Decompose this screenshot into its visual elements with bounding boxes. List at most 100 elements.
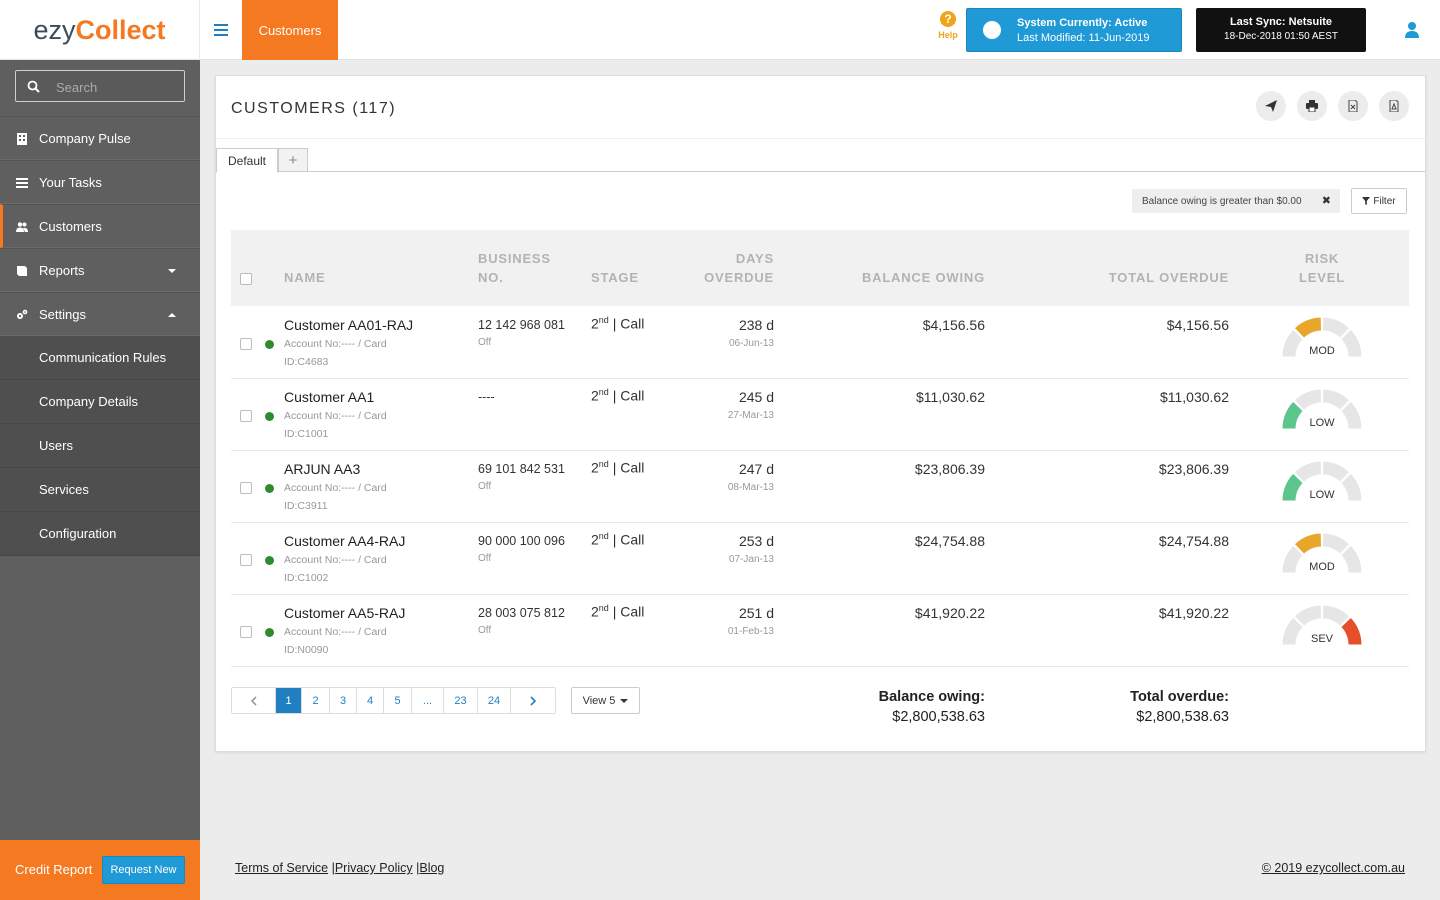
table-row[interactable]: Customer AA4-RAJ Account No:---- / Card … [231, 523, 1409, 595]
page-button-23[interactable]: 23 [444, 688, 478, 713]
tab-customers[interactable]: Customers [242, 0, 338, 60]
business-no-sub: Off [478, 481, 492, 492]
column-header-risk-level[interactable]: RISK LEVEL [1289, 249, 1355, 287]
sidebar-item-company-details[interactable]: Company Details [0, 380, 200, 424]
sidebar-item-label: Your Tasks [39, 174, 102, 190]
column-header-stage[interactable]: STAGE [591, 270, 639, 285]
sidebar-item-configuration[interactable]: Configuration [0, 512, 200, 556]
help-button[interactable]: ? Help [934, 11, 962, 40]
sidebar-item-settings[interactable]: Settings [0, 292, 200, 336]
print-button[interactable] [1297, 91, 1327, 121]
request-new-button[interactable]: Request New [102, 856, 185, 884]
sidebar-item-customers[interactable]: Customers [0, 204, 200, 248]
row-checkbox[interactable] [240, 338, 252, 350]
sidebar-item-your-tasks[interactable]: Your Tasks [0, 160, 200, 204]
privacy-link[interactable]: Privacy Policy [334, 861, 413, 875]
days-overdue: 253 d [738, 533, 774, 549]
days-overdue: 247 d [738, 461, 774, 477]
sidebar-item-users[interactable]: Users [0, 424, 200, 468]
user-icon[interactable] [1402, 21, 1422, 39]
column-header-business-no[interactable]: BUSINESS NO. [478, 249, 551, 287]
customer-name[interactable]: Customer AA4-RAJ [284, 533, 406, 549]
close-icon[interactable]: ✖ [1321, 195, 1331, 207]
logo[interactable]: ezy Collect [0, 0, 200, 60]
table-row[interactable]: Customer AA01-RAJ Account No:---- / Card… [231, 307, 1409, 379]
add-tab-button[interactable]: + [278, 148, 308, 172]
pagination: 1 2 3 4 5 ... 23 24 [231, 687, 556, 714]
table-row[interactable]: Customer AA1 Account No:---- / Card ID:C… [231, 379, 1409, 451]
select-all-checkbox[interactable] [240, 273, 252, 285]
page-ellipsis[interactable]: ... [412, 688, 444, 713]
column-header-days-line1: DAYS [735, 251, 774, 266]
system-status-button[interactable]: System Currently: Active Last Modified: … [966, 8, 1182, 52]
page-button-24[interactable]: 24 [478, 688, 511, 713]
sidebar-item-label: Settings [39, 306, 86, 322]
next-page-button[interactable] [511, 688, 555, 713]
page-button-1[interactable]: 1 [276, 688, 302, 713]
stage: 2nd | Call [591, 315, 644, 332]
customers-panel: CUSTOMERS (117) Default + Balance owing … [215, 75, 1426, 752]
blog-link[interactable]: Blog [419, 861, 445, 875]
filter-button[interactable]: Filter [1351, 188, 1407, 214]
row-checkbox[interactable] [240, 410, 252, 422]
tab-default[interactable]: Default [216, 148, 278, 173]
customer-id: ID:C4683 [284, 356, 329, 368]
column-header-risk-line1: RISK [1304, 251, 1340, 266]
page-button-3[interactable]: 3 [330, 688, 357, 713]
gauge-segment [1293, 532, 1322, 555]
excel-export-button[interactable] [1338, 91, 1368, 121]
menu-icon[interactable] [200, 0, 242, 60]
stage-num: 2 [591, 315, 599, 332]
sidebar-item-services[interactable]: Services [0, 468, 200, 512]
logo-text-ezy: ezy [33, 14, 76, 45]
send-icon [1265, 100, 1277, 112]
risk-label: LOW [1309, 489, 1335, 501]
page-button-4[interactable]: 4 [357, 688, 384, 713]
prev-page-button[interactable] [232, 688, 276, 713]
balance-owing: $41,920.22 [914, 605, 985, 621]
chevron-up-icon [168, 313, 176, 317]
last-modified-text: Last Modified: 11-Jun-2019 [1017, 32, 1150, 44]
view-count-select[interactable]: View 5 [571, 687, 640, 714]
stage-suffix: nd [598, 315, 609, 325]
business-no: 28 003 075 812 [478, 606, 565, 620]
copyright-link[interactable]: © 2019 ezycollect.com.au [1261, 861, 1405, 875]
row-checkbox[interactable] [240, 626, 252, 638]
customer-name[interactable]: ARJUN AA3 [284, 461, 361, 477]
customer-name[interactable]: Customer AA1 [284, 389, 375, 405]
table-row[interactable]: Customer AA5-RAJ Account No:---- / Card … [231, 595, 1409, 667]
stage-num: 2 [591, 459, 599, 476]
column-header-name[interactable]: NAME [284, 270, 326, 285]
page-title: CUSTOMERS (117) [231, 100, 397, 117]
stage-action: | Call [608, 603, 645, 620]
page-button-2[interactable]: 2 [302, 688, 330, 713]
sidebar-item-reports[interactable]: Reports [0, 248, 200, 292]
terms-link[interactable]: Terms of Service [235, 861, 329, 875]
sidebar-item-company-pulse[interactable]: Company Pulse [0, 116, 200, 160]
pdf-export-button[interactable] [1379, 91, 1409, 121]
column-header-total-overdue[interactable]: TOTAL OVERDUE [1108, 270, 1229, 285]
chevron-down-icon [620, 698, 629, 703]
customer-id: ID:C1002 [284, 572, 329, 584]
business-no: ---- [478, 390, 495, 404]
risk-gauge: LOW [1281, 459, 1363, 502]
page-button-5[interactable]: 5 [384, 688, 412, 713]
column-header-days-overdue[interactable]: DAYS OVERDUE [704, 249, 774, 287]
row-checkbox[interactable] [240, 554, 252, 566]
send-button[interactable] [1256, 91, 1286, 121]
table-header: NAME BUSINESS NO. STAGE DAYS OVERDUE BAL… [231, 230, 1409, 306]
search-box[interactable] [15, 70, 185, 102]
account-info: Account No:---- / Card [284, 626, 387, 638]
chevron-right-icon [530, 695, 536, 706]
row-checkbox[interactable] [240, 482, 252, 494]
overdue-date: 01-Feb-13 [727, 626, 774, 637]
last-sync-button[interactable]: Last Sync: Netsuite 18-Dec-2018 01:50 AE… [1196, 8, 1366, 52]
customer-name[interactable]: Customer AA5-RAJ [284, 605, 406, 621]
column-header-balance-owing[interactable]: BALANCE OWING [861, 270, 985, 285]
search-input[interactable] [56, 77, 176, 97]
stage: 2nd | Call [591, 459, 644, 476]
sidebar-item-communication-rules[interactable]: Communication Rules [0, 336, 200, 380]
customer-name[interactable]: Customer AA01-RAJ [284, 317, 414, 333]
book-icon [17, 266, 27, 276]
table-row[interactable]: ARJUN AA3 Account No:---- / Card ID:C391… [231, 451, 1409, 523]
